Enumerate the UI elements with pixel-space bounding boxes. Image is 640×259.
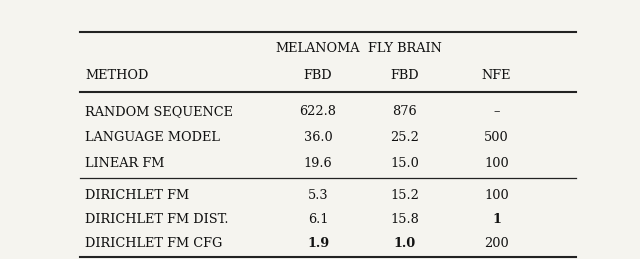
Text: –: – bbox=[493, 105, 500, 118]
Text: DIRICHLET FM: DIRICHLET FM bbox=[85, 189, 189, 202]
Text: FBD: FBD bbox=[304, 69, 332, 82]
Text: METHOD: METHOD bbox=[85, 69, 148, 82]
Text: 5.3: 5.3 bbox=[308, 189, 328, 202]
Text: 25.2: 25.2 bbox=[390, 131, 419, 144]
Text: FLY BRAIN: FLY BRAIN bbox=[368, 41, 442, 55]
Text: 100: 100 bbox=[484, 157, 509, 170]
Text: 200: 200 bbox=[484, 237, 509, 250]
Text: 15.0: 15.0 bbox=[390, 157, 419, 170]
Text: 36.0: 36.0 bbox=[304, 131, 332, 144]
Text: 1.0: 1.0 bbox=[394, 237, 416, 250]
Text: 15.8: 15.8 bbox=[390, 213, 419, 226]
Text: FBD: FBD bbox=[390, 69, 419, 82]
Text: 15.2: 15.2 bbox=[390, 189, 419, 202]
Text: RANDOM SEQUENCE: RANDOM SEQUENCE bbox=[85, 105, 233, 118]
Text: 100: 100 bbox=[484, 189, 509, 202]
Text: DIRICHLET FM DIST.: DIRICHLET FM DIST. bbox=[85, 213, 228, 226]
Text: 6.1: 6.1 bbox=[308, 213, 328, 226]
Text: 19.6: 19.6 bbox=[304, 157, 332, 170]
Text: 876: 876 bbox=[392, 105, 417, 118]
Text: 1.9: 1.9 bbox=[307, 237, 329, 250]
Text: DIRICHLET FM CFG: DIRICHLET FM CFG bbox=[85, 237, 222, 250]
Text: 500: 500 bbox=[484, 131, 509, 144]
Text: MELANOMA: MELANOMA bbox=[276, 41, 360, 55]
Text: LINEAR FM: LINEAR FM bbox=[85, 157, 164, 170]
Text: LANGUAGE MODEL: LANGUAGE MODEL bbox=[85, 131, 220, 144]
Text: 1: 1 bbox=[492, 213, 501, 226]
Text: NFE: NFE bbox=[482, 69, 511, 82]
Text: 622.8: 622.8 bbox=[300, 105, 337, 118]
